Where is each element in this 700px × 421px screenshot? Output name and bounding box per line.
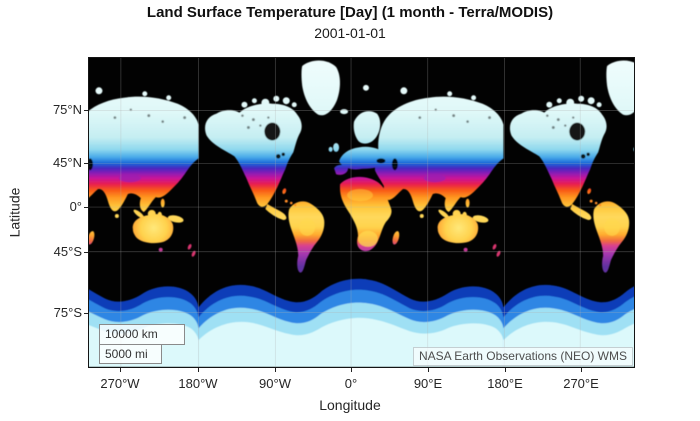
y-tick-label: 45°S [53, 244, 82, 259]
geo-map[interactable]: 10000 km 5000 mi NASA Earth Observations… [88, 57, 635, 368]
y-tick-mark [84, 110, 88, 111]
x-tick-mark [275, 368, 276, 372]
graticule [89, 58, 634, 367]
x-tick-mark [351, 368, 352, 372]
scalebar: 10000 km 5000 mi [99, 324, 185, 364]
x-tick-label: 270°E [563, 376, 599, 391]
scalebar-mi: 5000 mi [99, 345, 162, 364]
x-axis-label: Longitude [319, 397, 381, 413]
scalebar-km: 10000 km [99, 324, 185, 345]
x-tick-mark [581, 368, 582, 372]
y-tick-label: 75°N [52, 102, 82, 117]
y-tick-mark [84, 252, 88, 253]
figure-subtitle: 2001-01-01 [314, 25, 386, 41]
world-temperature-raster [89, 58, 634, 367]
y-tick-label: 45°N [52, 155, 82, 170]
x-tick-label: 180°E [487, 376, 523, 391]
y-tick-mark [84, 207, 88, 208]
figure-title: Land Surface Temperature [Day] (1 month … [146, 4, 554, 21]
y-tick-mark [84, 313, 88, 314]
y-tick-label: 75°S [53, 305, 82, 320]
y-tick-label: 0° [69, 199, 82, 214]
x-tick-mark [428, 368, 429, 372]
x-tick-label: 90°W [259, 376, 291, 391]
x-tick-label: 270°W [100, 376, 140, 391]
y-tick-mark [84, 163, 88, 164]
x-tick-mark [120, 368, 121, 372]
x-tick-label: 0° [344, 376, 358, 391]
x-tick-mark [505, 368, 506, 372]
x-tick-mark [198, 368, 199, 372]
attribution-text: NASA Earth Observations (NEO) WMS [412, 347, 633, 366]
y-axis-label: Latitude [6, 187, 23, 238]
x-tick-label: 90°E [413, 376, 443, 391]
x-tick-label: 180°W [178, 376, 218, 391]
